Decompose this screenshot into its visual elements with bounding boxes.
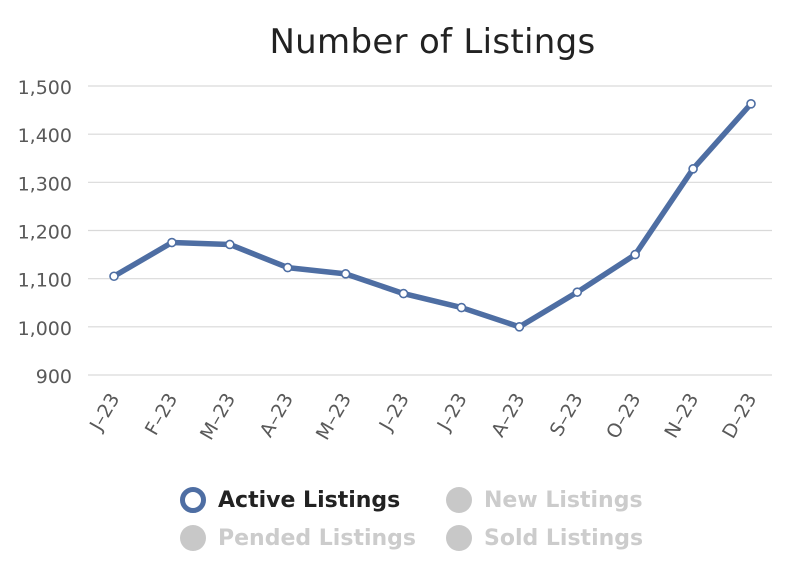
legend-marker-active-icon — [180, 487, 206, 513]
y-axis-ticks: 900 1,000 1,100 1,200 1,300 1,400 1,500 — [18, 77, 72, 388]
data-point[interactable] — [572, 287, 583, 297]
x-tick-label: N–23 — [660, 390, 703, 442]
legend-marker-new-icon — [446, 487, 472, 513]
data-point[interactable] — [688, 164, 698, 174]
x-tick-label: S–23 — [546, 390, 588, 441]
y-tick-label: 900 — [36, 366, 72, 388]
data-point[interactable] — [630, 249, 640, 260]
y-tick-label: 1,400 — [18, 125, 72, 147]
legend: Active Listings New Listings Pended List… — [180, 482, 700, 558]
data-point[interactable] — [398, 288, 409, 299]
legend-item-new-listings[interactable]: New Listings — [446, 484, 643, 516]
legend-label: Active Listings — [218, 487, 401, 513]
data-point[interactable] — [746, 99, 756, 109]
chart-title: Number of Listings — [269, 22, 596, 62]
x-tick-label: J–23 — [85, 390, 124, 436]
x-tick-label: F–23 — [141, 390, 182, 440]
y-tick-label: 1,500 — [18, 77, 72, 99]
x-tick-label: M–23 — [196, 390, 240, 444]
x-tick-label: D–23 — [718, 390, 761, 443]
gridlines — [88, 85, 772, 376]
data-point[interactable] — [282, 262, 293, 273]
data-point[interactable] — [456, 302, 467, 313]
series-line — [111, 101, 754, 330]
y-tick-label: 1,000 — [18, 318, 72, 340]
x-tick-label: O–23 — [602, 390, 645, 443]
x-tick-label: M–23 — [312, 390, 356, 444]
x-tick-label: A–23 — [487, 390, 529, 441]
legend-label: Sold Listings — [484, 525, 644, 551]
legend-marker-pended-icon — [180, 525, 206, 551]
data-point[interactable] — [340, 269, 351, 279]
y-tick-label: 1,100 — [18, 270, 72, 292]
legend-marker-sold-icon — [446, 525, 472, 551]
data-point[interactable] — [225, 239, 235, 250]
x-tick-label: J–23 — [375, 390, 414, 436]
y-tick-label: 1,200 — [18, 222, 72, 244]
series-active-listings — [109, 99, 756, 332]
data-point[interactable] — [167, 237, 177, 248]
legend-item-sold-listings[interactable]: Sold Listings — [446, 522, 643, 554]
x-tick-label: A–23 — [256, 390, 298, 441]
y-tick-label: 1,300 — [18, 173, 72, 195]
x-axis-ticks: J–23 F–23 M–23 A–23 M–23 J–23 J–23 A–23 S–23 O–23… — [85, 390, 761, 444]
data-point[interactable] — [109, 271, 119, 282]
legend-item-active-listings[interactable]: Active Listings — [180, 484, 400, 516]
data-point[interactable] — [514, 322, 525, 332]
legend-label: Pended Listings — [218, 525, 416, 551]
x-tick-label: J–23 — [433, 390, 472, 436]
legend-label: New Listings — [484, 487, 643, 513]
legend-item-pended-listings[interactable]: Pended Listings — [180, 522, 416, 554]
